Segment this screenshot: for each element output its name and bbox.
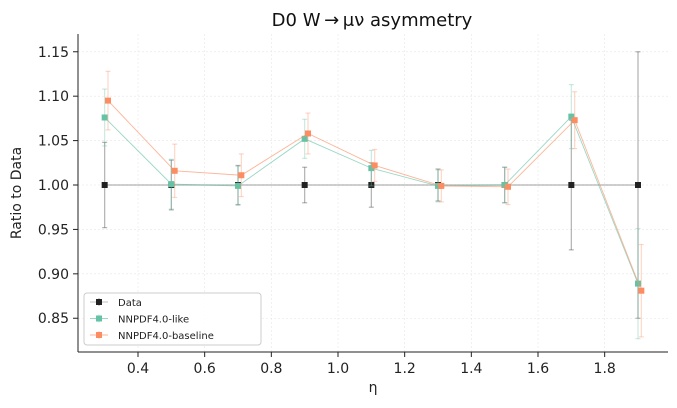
- data-point: [368, 182, 375, 189]
- data-point: [635, 280, 641, 287]
- legend-label: NNPDF4.0-baseline: [118, 331, 214, 342]
- data-point: [235, 182, 241, 189]
- x-tick-label: 1.2: [394, 361, 416, 377]
- x-tick-label: 1.6: [527, 361, 549, 377]
- data-point: [568, 113, 575, 120]
- data-point: [638, 287, 645, 294]
- data-point: [105, 97, 111, 104]
- data-point: [501, 182, 508, 189]
- data-point: [101, 182, 108, 189]
- data-point: [435, 182, 441, 189]
- x-ticks: 0.4 0.6 0.8 1.0 1.2 1.4 1.6 1.8: [127, 352, 616, 377]
- y-tick-label: 0.85: [38, 311, 69, 327]
- y-tick-label: 1.05: [38, 134, 69, 150]
- data-point: [438, 182, 445, 189]
- y-tick-label: 1.00: [38, 178, 69, 194]
- data-point: [101, 114, 108, 121]
- x-axis-label: η: [369, 380, 378, 396]
- y-tick-label: 1.10: [38, 89, 69, 105]
- x-tick-label: 1.0: [327, 361, 349, 377]
- x-tick-label: 0.6: [194, 361, 216, 377]
- y-tick-label: 1.15: [38, 45, 69, 61]
- data-point: [571, 117, 578, 124]
- data-point: [505, 183, 511, 190]
- data-point: [171, 167, 178, 174]
- legend-marker: [96, 332, 102, 338]
- y-tick-label: 0.95: [38, 222, 69, 238]
- data-point: [238, 172, 245, 179]
- data-point: [368, 165, 375, 172]
- series-line: [107, 100, 642, 291]
- x-tick-label: 0.8: [260, 361, 282, 377]
- legend-label: Data: [118, 298, 142, 309]
- series-layer: [101, 51, 645, 340]
- data-point: [301, 182, 308, 189]
- y-axis-label: Ratio to Data: [9, 147, 25, 239]
- series-2: [105, 70, 645, 338]
- legend-label: NNPDF4.0-like: [118, 315, 189, 326]
- legend-marker: [96, 299, 102, 305]
- data-point: [168, 181, 175, 188]
- data-point: [301, 135, 308, 142]
- x-tick-label: 1.4: [460, 361, 482, 377]
- x-tick-label: 1.8: [594, 361, 616, 377]
- chart-title: D0 W → μν asymmetry: [272, 10, 473, 31]
- data-point: [371, 162, 378, 169]
- legend-box: [83, 292, 262, 346]
- data-point: [305, 130, 311, 137]
- y-ticks: 0.85 0.90 0.95 1.00 1.05 1.10 1.15: [38, 45, 78, 327]
- data-point: [568, 182, 575, 189]
- y-tick-label: 0.90: [38, 267, 69, 283]
- legend: Data NNPDF4.0-like NNPDF4.0-baseline: [83, 292, 262, 346]
- x-tick-label: 0.4: [127, 361, 149, 377]
- data-point: [635, 182, 641, 189]
- legend-marker: [96, 315, 102, 322]
